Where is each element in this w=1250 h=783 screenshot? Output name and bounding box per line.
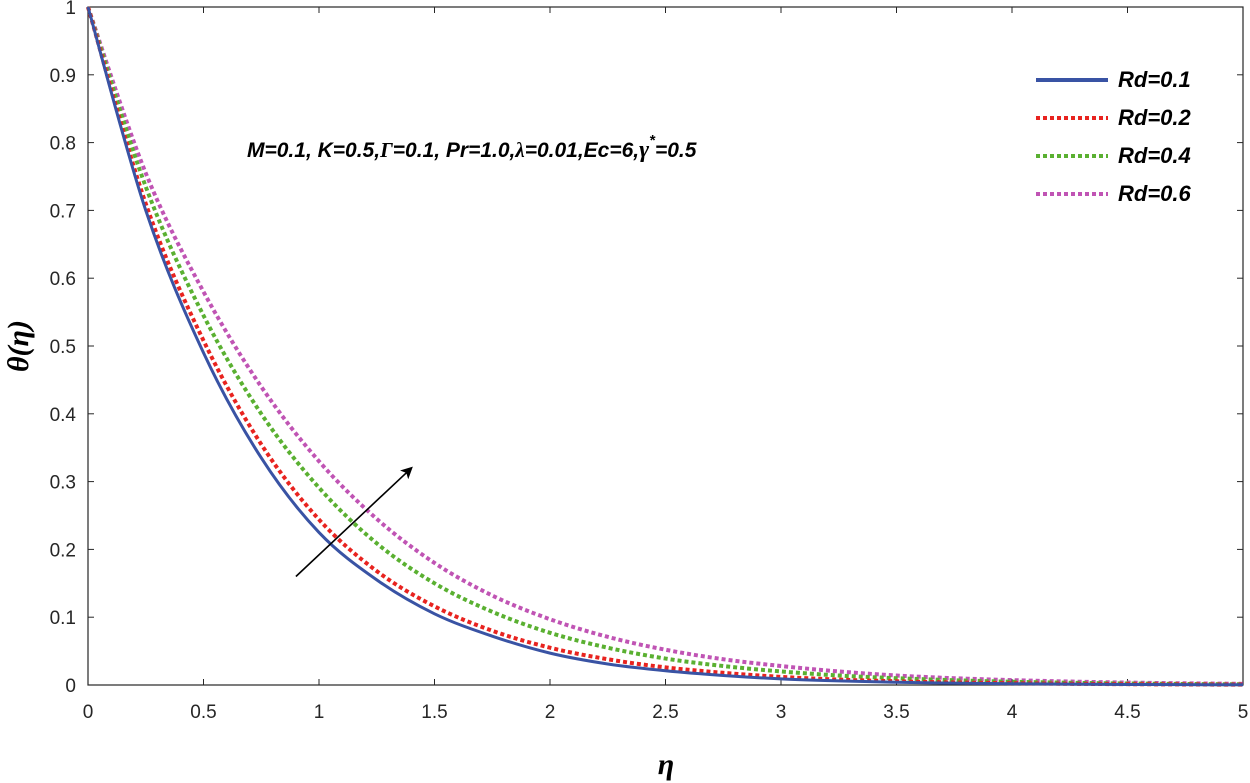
- axis-ticks: 0 0.5 1 1.5 2 2.5 3 3.5 4 4.5 5 0 0.1 0.2 0.3 0.4 0.5 0.6…: [50, 0, 1249, 723]
- series-line-3: [86, 6, 1244, 687]
- y-tick-label: 0.4: [50, 405, 77, 426]
- y-tick-label: 0.9: [50, 66, 76, 87]
- x-tick-label: 1: [314, 702, 325, 723]
- x-tick-label: 3.5: [883, 702, 909, 723]
- y-tick-label: 0.3: [50, 473, 76, 494]
- y-tick-label: 0.2: [50, 540, 76, 561]
- annotation: M=0.1, K=0.5,Γ=0.1, Pr=1.0,λ=0.01,Ec=6,γ…: [247, 132, 697, 163]
- x-tick-label: 0: [83, 702, 94, 723]
- legend-label: Rd=0.4: [1118, 143, 1191, 168]
- legend: Rd=0.1 Rd=0.2 Rd=0.4 Rd=0.6: [1036, 67, 1192, 206]
- trend-arrow: [295, 466, 413, 578]
- y-tick-label: 0.8: [50, 134, 76, 155]
- x-tick-label: 0.5: [190, 702, 216, 723]
- legend-label: Rd=0.2: [1118, 105, 1192, 130]
- plot-area: [87, 6, 1244, 686]
- x-tick-label: 2.5: [652, 702, 678, 723]
- y-tick-label: 0.7: [50, 201, 76, 222]
- x-tick-label: 3: [776, 702, 787, 723]
- x-tick-label: 2: [545, 702, 556, 723]
- series-line-1: [86, 6, 1244, 687]
- y-tick-label: 0.1: [50, 608, 76, 629]
- x-tick-label: 4.5: [1114, 702, 1140, 723]
- legend-label: Rd=0.1: [1118, 67, 1191, 92]
- x-axis-label: η: [658, 748, 674, 781]
- x-tick-label: 1.5: [421, 702, 447, 723]
- y-tick-label: 0.5: [50, 337, 76, 358]
- y-tick-label: 1: [65, 0, 76, 19]
- x-tick-label: 4: [1007, 702, 1018, 723]
- y-axis-label: θ(η): [2, 320, 35, 372]
- series-lines: [86, 6, 1244, 687]
- x-tick-label: 5: [1238, 702, 1249, 723]
- y-tick-label: 0: [65, 676, 76, 697]
- y-tick-label: 0.6: [50, 269, 76, 290]
- legend-label: Rd=0.6: [1118, 181, 1192, 206]
